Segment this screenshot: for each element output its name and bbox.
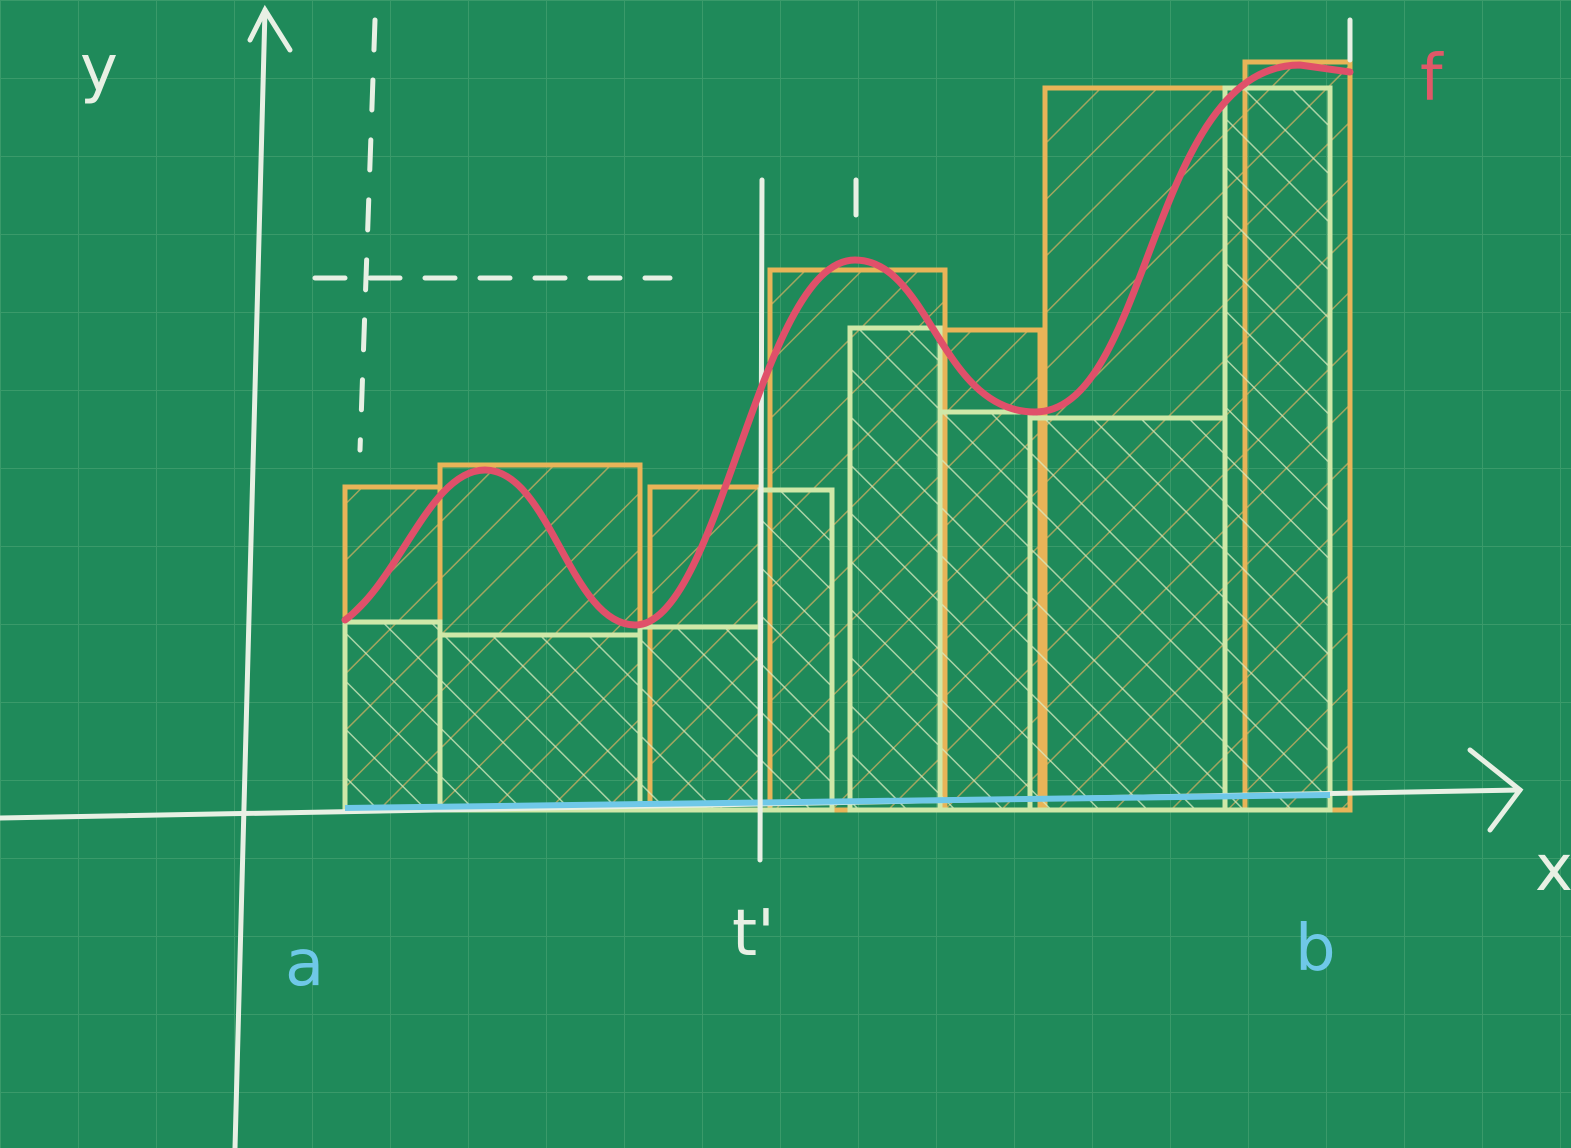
a-label: a (285, 927, 324, 1001)
lower-rectangles (342, 85, 1333, 813)
y-label: y (80, 32, 118, 106)
x-label: x (1535, 832, 1571, 906)
b-label: b (1295, 912, 1336, 986)
curve (341, 61, 1354, 629)
t-label: t' (732, 897, 775, 971)
guides (312, 17, 1353, 863)
function-label: f (1420, 42, 1444, 116)
